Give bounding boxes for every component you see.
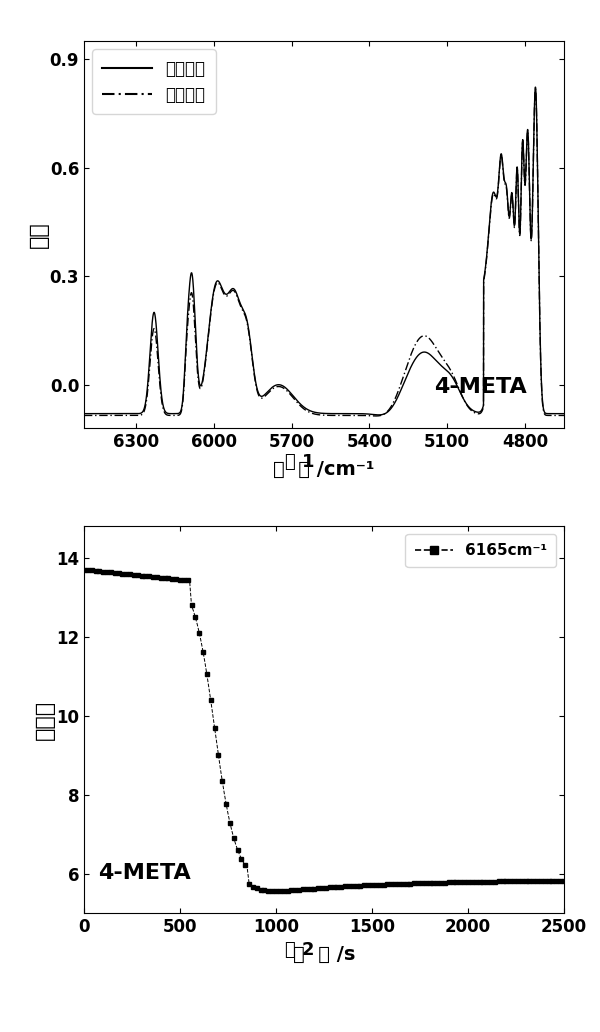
Text: 4-META: 4-META <box>434 378 527 397</box>
Text: 图 1: 图 1 <box>285 452 315 471</box>
Y-axis label: 峰面积: 峰面积 <box>35 700 55 740</box>
X-axis label: 波  数 /cm⁻¹: 波 数 /cm⁻¹ <box>273 459 375 479</box>
Legend: 固化开始, 固化结束: 固化开始, 固化结束 <box>92 50 215 114</box>
Text: 4-META: 4-META <box>98 863 191 882</box>
Y-axis label: 吸收: 吸收 <box>29 222 49 248</box>
Legend: 6165cm⁻¹: 6165cm⁻¹ <box>406 534 556 568</box>
Text: 图 2: 图 2 <box>285 940 315 959</box>
X-axis label: 时  间 /s: 时 间 /s <box>293 944 355 964</box>
